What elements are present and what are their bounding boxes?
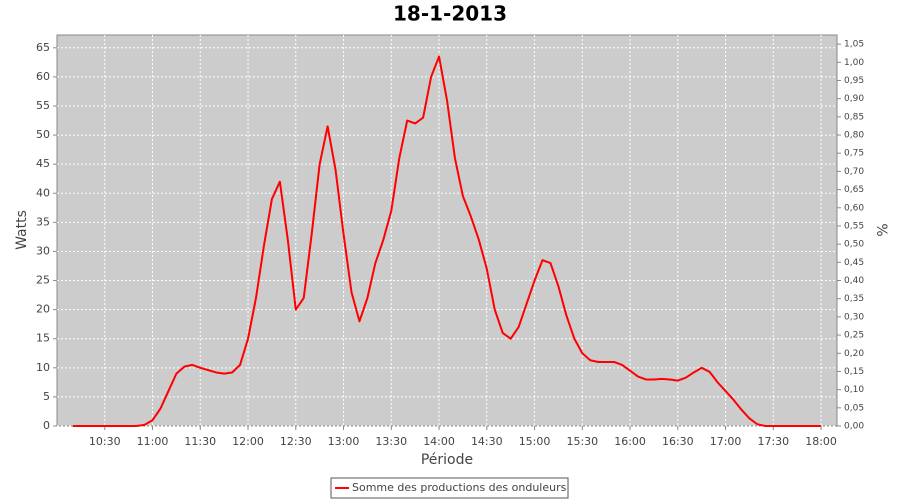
y-tick-label: 45: [36, 157, 50, 170]
y2-tick-label: 0,50: [844, 240, 864, 250]
x-axis-label: Période: [421, 452, 473, 468]
legend-label: Somme des productions des onduleurs: [352, 481, 567, 494]
y-tick-label: 5: [43, 390, 50, 403]
x-tick-label: 14:30: [471, 435, 503, 448]
y2-tick-label: 0,05: [844, 403, 864, 413]
x-tick-label: 17:00: [710, 435, 742, 448]
x-tick-label: 15:00: [519, 435, 551, 448]
x-tick-label: 13:00: [328, 435, 360, 448]
y-tick-label: 55: [36, 99, 50, 112]
y2-tick-label: 0,35: [844, 294, 864, 304]
y2-tick-label: 0,95: [844, 76, 864, 86]
y2-tick-label: 0,70: [844, 167, 864, 177]
y2-axis-label: %: [873, 223, 889, 236]
x-tick-label: 11:30: [184, 435, 216, 448]
legend: [330, 477, 569, 499]
y2-tick-label: 0,10: [844, 385, 864, 395]
x-tick-label: 10:30: [89, 435, 121, 448]
y2-tick-label: 0,00: [844, 422, 864, 432]
line-series: [72, 55, 822, 427]
y2-tick-label: 0,80: [844, 131, 864, 141]
y2-tick-label: 0,25: [844, 331, 864, 341]
y2-tick-label: 0,15: [844, 367, 864, 377]
y2-tick-label: 1,05: [844, 40, 864, 50]
y2-tick-label: 0,20: [844, 349, 864, 359]
y-tick-label: 10: [36, 361, 50, 374]
x-tick-label: 12:30: [280, 435, 312, 448]
y2-tick-label: 0,65: [844, 185, 864, 195]
y-tick-label: 30: [36, 244, 50, 257]
x-tick-label: 18:00: [805, 435, 837, 448]
y2-tick-label: 0,85: [844, 112, 864, 122]
y2-tick-label: 1,00: [844, 58, 864, 68]
y2-tick-label: 0,40: [844, 276, 864, 286]
x-tick-label: 16:30: [662, 435, 694, 448]
x-tick-label: 15:30: [566, 435, 598, 448]
y2-tick-label: 0,60: [844, 203, 864, 213]
x-tick-label: 12:00: [232, 435, 264, 448]
y2-tick-label: 0,45: [844, 258, 864, 268]
x-tick-label: 11:00: [137, 435, 169, 448]
y-tick-label: 20: [36, 303, 50, 316]
y-tick-label: 25: [36, 274, 50, 287]
y2-tick-label: 0,75: [844, 149, 864, 159]
chart-title: 18-1-2013: [393, 2, 507, 26]
x-tick-label: 17:30: [757, 435, 789, 448]
y2-tick-label: 0,55: [844, 221, 864, 231]
x-tick-label: 16:00: [614, 435, 646, 448]
x-tick-label: 14:00: [423, 435, 455, 448]
y-tick-label: 65: [36, 41, 50, 54]
y-axis-label: Watts: [14, 210, 30, 250]
y-tick-label: 0: [43, 419, 50, 432]
y-tick-label: 15: [36, 332, 50, 345]
y-tick-label: 35: [36, 215, 50, 228]
x-tick-label: 13:30: [375, 435, 407, 448]
y-tick-label: 40: [36, 186, 50, 199]
y2-tick-label: 0,90: [844, 94, 864, 104]
y-tick-label: 60: [36, 70, 50, 83]
y-tick-label: 50: [36, 128, 50, 141]
y2-tick-label: 0,30: [844, 312, 864, 322]
